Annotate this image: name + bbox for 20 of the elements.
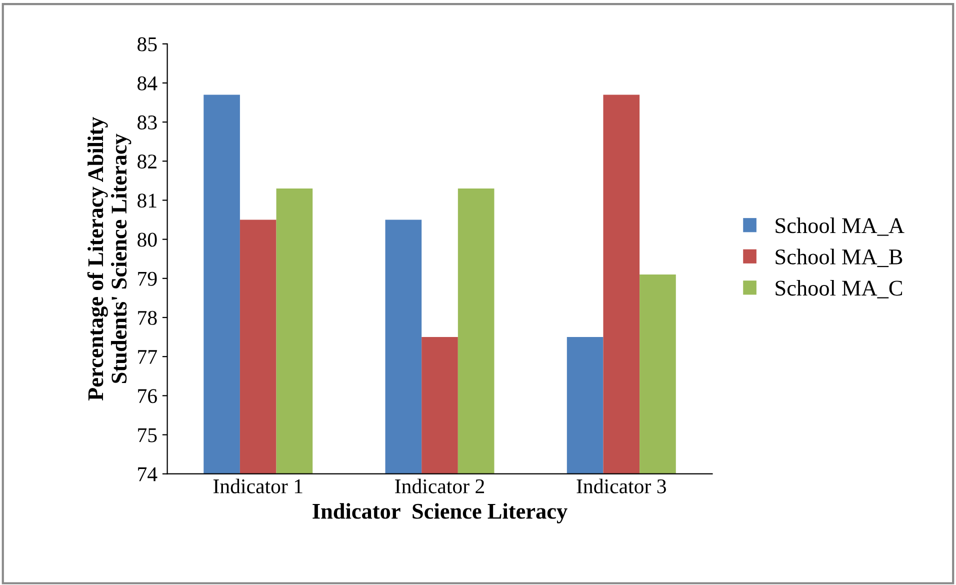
y-tick-label: 75 <box>138 428 157 442</box>
y-tick-label: 81 <box>138 194 156 208</box>
y-tick-label: 82 <box>138 154 156 169</box>
y-tick-label: 76 <box>138 389 157 404</box>
x-tick-label: Indicator 1 <box>213 478 302 494</box>
y-tick-label: 84 <box>138 76 158 90</box>
y-tick-label: 85 <box>138 37 157 52</box>
x-tick-label: Indicator 2 <box>395 478 484 494</box>
y-axis-title: Percentage of Literacy Ability Students' Science Literacy <box>87 117 132 401</box>
y-tick-label: 79 <box>138 272 157 286</box>
y-tick-label: 77 <box>138 350 157 364</box>
y-tick-label: 83 <box>138 115 157 130</box>
y-tick-label: 74 <box>138 467 158 482</box>
x-tick-label: Indicator 3 <box>576 478 666 494</box>
legend-label: School MA_B <box>776 248 902 268</box>
x-axis-title: Indicator Science Literacy <box>312 503 568 524</box>
y-tick-label: 80 <box>138 232 157 247</box>
y-tick-label: 78 <box>138 310 157 325</box>
legend-label: School MA_C <box>776 280 902 298</box>
legend-label: School MA_A <box>776 218 904 236</box>
